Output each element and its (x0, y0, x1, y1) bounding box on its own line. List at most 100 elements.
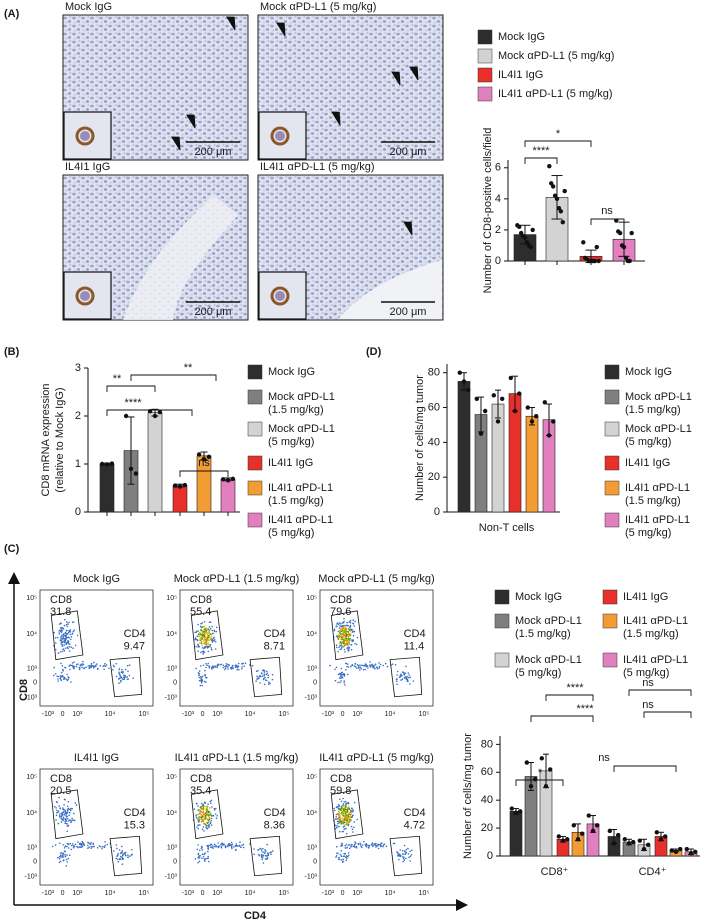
event-dot (338, 677, 341, 679)
event-dot (347, 642, 350, 645)
event-dot (203, 640, 205, 643)
event-dot (219, 664, 221, 666)
event-dot (335, 646, 338, 649)
event-dot (231, 845, 233, 847)
event-dot (211, 815, 213, 817)
event-dot (125, 676, 127, 678)
event-dot (337, 630, 340, 633)
flow-plot (179, 768, 294, 886)
event-dot (199, 806, 202, 808)
event-dot (379, 663, 382, 666)
event-dot (93, 661, 95, 664)
event-dot (200, 642, 202, 644)
event-dot (63, 644, 65, 646)
event-dot (271, 674, 274, 676)
legend-label: Mock αPD-L1 (515, 654, 582, 666)
event-dot (211, 641, 214, 643)
legend-swatch (604, 455, 620, 471)
event-dot (58, 805, 60, 807)
event-dot (204, 858, 207, 860)
event-dot (335, 816, 338, 818)
event-dot (203, 822, 206, 825)
event-dot (211, 625, 214, 628)
data-point (621, 244, 627, 250)
event-dot (374, 663, 377, 666)
event-dot (208, 639, 210, 641)
event-dot (195, 667, 197, 670)
flow-x-tick: 0 (341, 890, 345, 897)
data-point (547, 164, 552, 169)
event-dot (341, 627, 344, 630)
event-dot (349, 626, 352, 628)
event-dot (70, 819, 72, 822)
gate-value: 11.4 (404, 641, 425, 653)
event-dot (65, 822, 68, 825)
event-dot (70, 820, 73, 823)
event-dot (194, 631, 196, 634)
flow-x-tick: 0 (201, 890, 205, 897)
event-dot (220, 663, 223, 666)
event-dot (338, 627, 341, 629)
legend-swatch (604, 512, 620, 528)
legend-label: Mock IgG (625, 366, 672, 378)
event-dot (336, 806, 338, 809)
arrowhead (171, 136, 181, 151)
legend-label: IL4I1 αPD-L1 (625, 514, 690, 526)
event-dot (119, 674, 121, 677)
event-dot (228, 664, 230, 666)
event-dot (61, 645, 64, 647)
event-dot (58, 629, 61, 632)
event-dot (403, 844, 406, 847)
event-dot (356, 636, 359, 639)
event-dot (346, 642, 348, 645)
gate-value: 4.72 (404, 820, 425, 832)
event-dot (56, 675, 58, 677)
event-dot (403, 677, 406, 679)
event-dot (199, 633, 202, 636)
event-dot (68, 811, 71, 814)
flow-x-tick: -10³ (322, 711, 335, 718)
event-dot (337, 822, 339, 825)
event-dot (199, 639, 201, 641)
significance-label: ns (198, 457, 210, 469)
event-dot (69, 842, 72, 845)
event-dot (407, 853, 410, 855)
event-dot (333, 629, 336, 632)
event-dot (194, 638, 196, 641)
data-point (461, 379, 467, 384)
event-dot (260, 850, 263, 852)
event-dot (340, 807, 343, 810)
event-dot (365, 842, 368, 845)
data-point (196, 452, 202, 457)
event-dot (335, 666, 338, 669)
event-dot (377, 847, 380, 850)
event-dot (344, 807, 347, 809)
event-dot (213, 843, 216, 846)
flow-x-tick: 10⁴ (385, 890, 396, 897)
arrowhead (276, 22, 286, 37)
event-dot (396, 851, 398, 853)
event-dot (263, 673, 266, 676)
event-dot (204, 628, 207, 630)
event-dot (197, 646, 199, 648)
event-dot (231, 665, 234, 667)
legend-swatch (477, 29, 493, 45)
event-dot (344, 819, 346, 821)
event-dot (92, 843, 95, 846)
event-dot (347, 844, 350, 846)
event-dot (345, 832, 348, 835)
event-dot (409, 860, 412, 862)
event-dot (345, 859, 348, 861)
flow-y-tick: 10⁴ (306, 631, 317, 638)
event-dot (340, 822, 343, 825)
event-dot (347, 810, 349, 812)
gate-label: CD8 (50, 594, 72, 606)
event-dot (115, 662, 118, 665)
event-dot (206, 818, 209, 820)
event-dot (346, 817, 349, 819)
data-point (133, 471, 139, 476)
flow-title: Mock αPD-L1 (1.5 mg/kg) (174, 573, 300, 585)
event-dot (338, 646, 340, 648)
event-dot (234, 665, 237, 667)
event-dot (66, 811, 68, 814)
